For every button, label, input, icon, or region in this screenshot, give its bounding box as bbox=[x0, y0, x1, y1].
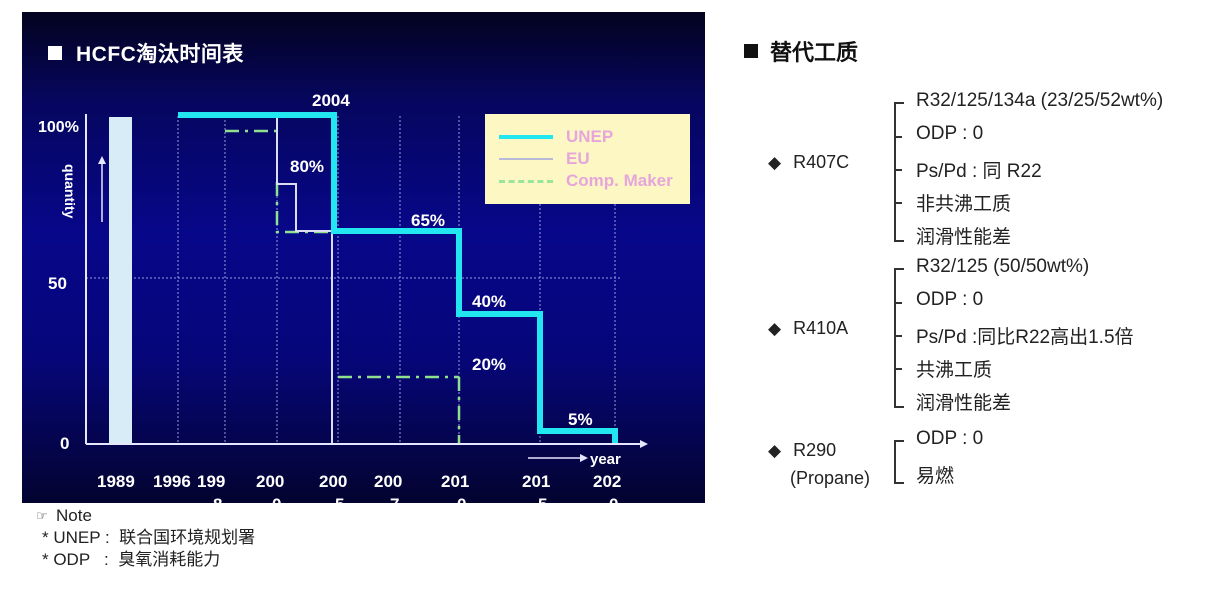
chart-legend: UNEP EU Comp. Maker bbox=[485, 114, 690, 204]
alternatives-title-text: 替代工质 bbox=[770, 40, 859, 65]
annotation-5: 5% bbox=[568, 410, 593, 429]
property: ODP : 0 bbox=[916, 123, 984, 144]
note-heading: ☞ Note bbox=[36, 505, 255, 527]
annotation-20: 20% bbox=[472, 355, 506, 374]
note-item: * UNEP : 联合国环境规划署 bbox=[42, 528, 256, 547]
property: 易燃 bbox=[916, 466, 955, 487]
notes: ☞ Note * UNEP : 联合国环境规划署 * ODP : 臭氧消耗能力 bbox=[36, 505, 255, 571]
property: 非共沸工质 bbox=[916, 194, 1012, 215]
x-tick: 1989 bbox=[97, 472, 135, 491]
bar-1989 bbox=[109, 117, 132, 443]
y-tick-100: 100% bbox=[38, 119, 79, 136]
x-tick: 200 bbox=[256, 472, 284, 491]
y-tick-0: 0 bbox=[60, 434, 69, 453]
x-tick: 201 bbox=[522, 472, 550, 491]
annotation-40: 40% bbox=[472, 292, 506, 311]
refrigerant-name: ◆ R407C bbox=[768, 152, 849, 173]
series-comp-maker bbox=[225, 129, 461, 443]
property: 共沸工质 bbox=[916, 360, 993, 381]
diamond-bullet-icon: ◆ bbox=[768, 319, 782, 338]
diamond-bullet-icon: ◆ bbox=[768, 153, 782, 172]
property: R32/125 (50/50wt%) bbox=[916, 256, 1090, 277]
x-tick-2: 0 bbox=[272, 495, 281, 503]
y-axis-label: quantity bbox=[62, 164, 78, 219]
x-tick: 1996 bbox=[153, 472, 191, 491]
legend-item-unep: UNEP bbox=[499, 127, 613, 147]
series-eu bbox=[276, 116, 333, 443]
note-item: * ODP : 臭氧消耗能力 bbox=[42, 550, 221, 569]
x-tick: 202 bbox=[593, 472, 621, 491]
series-unep bbox=[178, 112, 618, 443]
square-bullet-icon bbox=[48, 46, 62, 60]
bracket bbox=[894, 440, 904, 484]
pointing-hand-icon: ☞ bbox=[36, 508, 48, 523]
property: ODP : 0 bbox=[916, 428, 984, 449]
legend-label: EU bbox=[566, 149, 590, 168]
legend-swatch-eu bbox=[499, 158, 553, 160]
bracket bbox=[894, 268, 904, 408]
refrigerant-label: R290 bbox=[793, 440, 837, 460]
property: ODP : 0 bbox=[916, 289, 984, 310]
legend-swatch-comp-maker bbox=[499, 179, 553, 183]
x-tick: 200 bbox=[319, 472, 347, 491]
x-tick-2: 0 bbox=[457, 495, 466, 503]
x-tick-2: 0 bbox=[609, 495, 618, 503]
bracket-tick bbox=[894, 136, 902, 138]
bracket-tick bbox=[894, 368, 902, 370]
x-tick-2: 5 bbox=[335, 495, 344, 503]
chart-title-text: HCFC淘汰时间表 bbox=[76, 43, 244, 66]
alternatives-title: 替代工质 bbox=[744, 35, 858, 67]
x-tick: 199 bbox=[197, 472, 225, 491]
property: 润滑性能差 bbox=[916, 393, 1012, 414]
note-heading-text: Note bbox=[56, 506, 92, 525]
annotation-2004: 2004 bbox=[312, 91, 350, 110]
refrigerant-label: R410A bbox=[793, 318, 849, 338]
annotation-80: 80% bbox=[290, 157, 324, 176]
bracket-tick bbox=[894, 202, 902, 204]
y-tick-50: 50 bbox=[48, 274, 67, 293]
refrigerant-name: ◆ R410A bbox=[768, 318, 848, 339]
bracket-tick bbox=[894, 169, 902, 171]
bracket-tick bbox=[894, 335, 902, 337]
legend-item-eu: EU bbox=[499, 149, 590, 169]
bracket-tick bbox=[894, 302, 902, 304]
property: 润滑性能差 bbox=[916, 227, 1012, 248]
diamond-bullet-icon: ◆ bbox=[768, 441, 782, 460]
chart-title: HCFC淘汰时间表 bbox=[48, 38, 244, 68]
refrigerant-label: R407C bbox=[793, 152, 850, 172]
property: R32/125/134a (23/25/52wt%) bbox=[916, 90, 1164, 111]
x-tick-2: 8 bbox=[213, 495, 222, 503]
x-tick: 200 bbox=[374, 472, 402, 491]
bracket bbox=[894, 102, 904, 242]
legend-item-comp-maker: Comp. Maker bbox=[499, 171, 673, 191]
legend-swatch-unep bbox=[499, 135, 553, 139]
property: Ps/Pd : 同 R22 bbox=[916, 161, 1042, 182]
refrigerant-subname: (Propane) bbox=[790, 468, 871, 488]
legend-label: UNEP bbox=[566, 127, 614, 146]
square-bullet-icon bbox=[744, 44, 758, 58]
x-tick-2: 5 bbox=[538, 495, 547, 503]
legend-label: Comp. Maker bbox=[566, 171, 673, 190]
chart-panel: 100% 50 0 quantity year 2004 80% 65% 40%… bbox=[22, 12, 705, 503]
x-tick: 201 bbox=[441, 472, 469, 491]
x-tick-2: 7 bbox=[390, 495, 399, 503]
x-axis-label: year bbox=[590, 451, 621, 468]
refrigerant-name: ◆ R290 bbox=[768, 440, 836, 461]
annotation-65: 65% bbox=[411, 211, 445, 230]
phaseout-chart: 100% 50 0 quantity year 2004 80% 65% 40%… bbox=[38, 91, 648, 503]
property: Ps/Pd :同比R22高出1.5倍 bbox=[916, 327, 1134, 348]
x-tick-labels: 1989 1996 199 200 200 200 201 201 202 8 … bbox=[97, 472, 621, 503]
